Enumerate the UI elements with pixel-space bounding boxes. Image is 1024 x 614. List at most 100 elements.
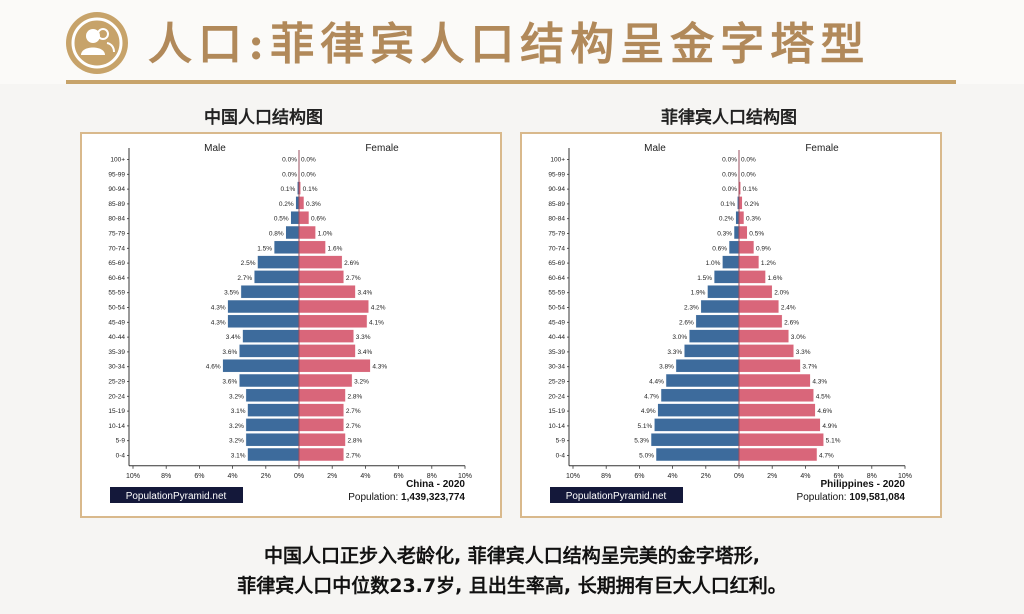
male-bar (688, 329, 740, 343)
age-group-label: 80-84 (108, 216, 125, 223)
female-bar (738, 418, 821, 432)
x-tick-label: 8% (427, 473, 437, 480)
male-bar (257, 255, 300, 269)
male-value-label: 0.3% (717, 231, 732, 238)
population-text: Population: 1,439,323,774 (348, 492, 465, 503)
male-value-label: 3.1% (231, 408, 246, 415)
male-value-label: 4.4% (649, 379, 664, 386)
female-bar (738, 403, 816, 417)
female-value-label: 2.7% (346, 408, 361, 415)
male-value-label: 4.3% (211, 319, 226, 326)
female-value-label: 3.4% (357, 290, 372, 297)
male-bar (650, 432, 740, 447)
female-value-label: 2.7% (346, 423, 361, 430)
female-value-label: 0.1% (743, 186, 758, 193)
female-bar (738, 225, 748, 240)
female-bar (738, 314, 783, 329)
age-group-label: 30-34 (108, 364, 125, 371)
caption-line-2: 菲律宾人口中位数23.7岁, 且出生率高, 长期拥有巨大人口红利。 (237, 575, 787, 597)
female-value-label: 3.3% (796, 349, 811, 356)
female-value-label: 0.0% (301, 171, 316, 178)
male-value-label: 2.6% (679, 319, 694, 326)
female-bar (298, 240, 326, 255)
female-bar (738, 329, 790, 343)
male-bar (240, 284, 300, 299)
female-value-label: 2.7% (346, 275, 361, 282)
age-group-label: 65-69 (548, 260, 565, 267)
male-value-label: 0.5% (274, 216, 289, 223)
age-group-label: 0-4 (116, 453, 126, 460)
female-value-label: 0.5% (749, 231, 764, 238)
age-group-label: 95-99 (108, 171, 125, 178)
male-value-label: 1.5% (697, 275, 712, 282)
age-group-label: 55-59 (108, 290, 125, 297)
male-value-label: 5.0% (639, 453, 654, 460)
male-value-label: 0.8% (269, 231, 284, 238)
x-tick-label: 4% (228, 473, 238, 480)
female-bar (298, 225, 316, 240)
female-value-label: 2.8% (347, 393, 362, 400)
female-bar (298, 210, 310, 225)
philippines-chart-title: 菲律宾人口结构图 (661, 108, 797, 128)
age-group-label: 20-24 (108, 393, 125, 400)
female-bar (738, 358, 801, 373)
female-bar (298, 388, 346, 403)
female-value-label: 4.6% (817, 408, 832, 415)
male-label: Male (204, 143, 226, 154)
female-value-label: 1.2% (761, 260, 776, 267)
age-group-label: 65-69 (108, 260, 125, 267)
philippines-pyramid-panel: Male Female 100+ 0.0% 0.0% 95-99 0.0% 0.0% 90-94… (520, 132, 942, 518)
x-tick-label: 2% (327, 473, 337, 480)
female-value-label: 3.4% (357, 349, 372, 356)
male-value-label: 0.1% (721, 201, 736, 208)
female-value-label: 4.1% (369, 319, 384, 326)
female-value-label: 0.3% (306, 201, 321, 208)
female-bar (298, 270, 345, 284)
age-group-label: 75-79 (108, 231, 125, 238)
x-tick-label: 8% (161, 473, 171, 480)
female-value-label: 4.3% (372, 364, 387, 371)
male-bar (713, 270, 740, 284)
female-value-label: 0.1% (303, 186, 318, 193)
female-value-label: 0.0% (741, 157, 756, 164)
source-label: PopulationPyramid.net (566, 491, 667, 502)
male-bar (227, 299, 300, 314)
female-value-label: 4.2% (371, 305, 386, 312)
female-value-label: 3.0% (791, 334, 806, 341)
female-value-label: 2.6% (784, 319, 799, 326)
male-bar (657, 403, 740, 417)
age-group-label: 60-64 (108, 275, 125, 282)
male-bar (722, 255, 740, 269)
age-group-label: 50-54 (108, 305, 125, 312)
china-pyramid-panel: Male Female 100+ 0.0% 0.0% 95-99 0.0% 0.0% 90-94… (80, 132, 502, 518)
male-bar (683, 344, 740, 358)
male-value-label: 3.1% (231, 453, 246, 460)
female-value-label: 1.6% (328, 245, 343, 252)
x-tick-label: 10% (898, 473, 912, 480)
source-label: PopulationPyramid.net (126, 491, 227, 502)
x-tick-label: 2% (767, 473, 777, 480)
male-bar (654, 418, 740, 432)
age-group-label: 100+ (110, 157, 125, 164)
population-value: 109,581,084 (849, 492, 905, 503)
female-label: Female (365, 143, 399, 154)
population-value: 1,439,323,774 (401, 492, 465, 503)
female-bar (738, 432, 824, 447)
female-bar (298, 403, 345, 417)
female-value-label: 2.8% (347, 438, 362, 445)
male-bar (665, 373, 740, 388)
female-value-label: 4.5% (816, 393, 831, 400)
female-value-label: 2.0% (774, 290, 789, 297)
age-group-label: 50-54 (548, 305, 565, 312)
female-bar (298, 284, 356, 299)
male-value-label: 0.6% (712, 245, 727, 252)
age-group-label: 40-44 (108, 334, 125, 341)
male-value-label: 0.0% (282, 157, 297, 164)
male-bar (660, 388, 740, 403)
female-value-label: 0.0% (301, 157, 316, 164)
male-bar (245, 388, 300, 403)
male-bar (707, 284, 740, 299)
x-tick-label: 4% (668, 473, 678, 480)
female-bar (298, 255, 343, 269)
female-bar (298, 196, 305, 210)
